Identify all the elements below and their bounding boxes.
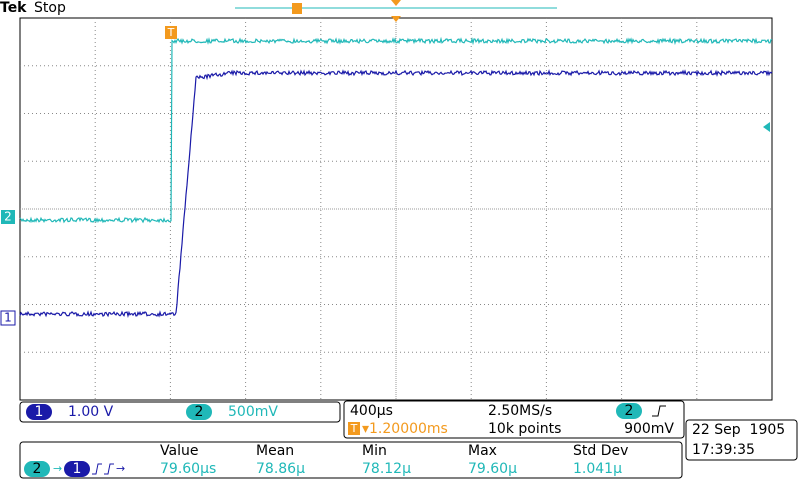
meas-target: 1 bbox=[73, 461, 82, 477]
ch1-trace bbox=[19, 69, 773, 319]
meas-header: Value bbox=[160, 443, 198, 459]
trigger-source-badge bbox=[616, 403, 642, 419]
meas-value: 1.041µ bbox=[573, 461, 622, 477]
trigger-position: ▾1.20000ms bbox=[362, 421, 448, 437]
arrow: → bbox=[116, 462, 125, 475]
meas-value: 78.12µ bbox=[362, 461, 411, 477]
ch1-marker bbox=[0, 310, 16, 326]
record-length: 10k points bbox=[488, 421, 561, 437]
trigger-level: 900mV bbox=[624, 421, 674, 437]
edge-icon bbox=[92, 463, 114, 475]
channel-box bbox=[19, 401, 341, 423]
ch1-badge bbox=[26, 404, 52, 420]
trigger-pos-badge-label: T bbox=[350, 422, 358, 435]
meas-header: Max bbox=[468, 443, 497, 459]
date: 22 Sep 1905 bbox=[692, 422, 785, 438]
trigger-badge bbox=[165, 26, 177, 39]
measurement-box bbox=[19, 441, 683, 479]
meas-value: 78.86µ bbox=[256, 461, 305, 477]
ch2-badge-label: 2 bbox=[195, 404, 204, 420]
meas-target-badge bbox=[64, 461, 90, 477]
time: 17:39:35 bbox=[692, 442, 755, 458]
ch2-marker bbox=[1, 210, 15, 224]
trigger-time-marker bbox=[391, 16, 401, 22]
trigger-source: 2 bbox=[625, 403, 634, 419]
ch2-badge bbox=[186, 404, 212, 420]
measurements: Value 79.60µs Mean 78.86µ Min 78.12µ Max 79.60µ… bbox=[160, 443, 628, 477]
slope-icon bbox=[652, 405, 666, 417]
meas-value: 79.60µs bbox=[160, 461, 216, 477]
brand: Tek bbox=[0, 0, 27, 16]
ch2-marker-label: 2 bbox=[4, 210, 12, 224]
time-scale: 400µs bbox=[350, 403, 393, 419]
traces bbox=[19, 36, 773, 319]
status: Stop bbox=[34, 0, 66, 16]
ch2-scale: 500mV bbox=[228, 404, 278, 420]
view-marker bbox=[391, 0, 401, 6]
sample-rate: 2.50MS/s bbox=[488, 403, 552, 419]
meas-source-badge bbox=[24, 461, 50, 477]
meas-header: Mean bbox=[256, 443, 294, 459]
trigger-pos-marker bbox=[292, 3, 302, 14]
datetime-box bbox=[685, 419, 798, 461]
meas-value: 79.60µ bbox=[468, 461, 517, 477]
trigger-pos-badge bbox=[348, 422, 360, 435]
ch1-badge-label: 1 bbox=[35, 404, 44, 420]
meas-header: Std Dev bbox=[573, 443, 628, 459]
timebase-box bbox=[343, 400, 685, 439]
ch1-scale: 1.00 V bbox=[68, 404, 114, 420]
ch1-marker-label: 1 bbox=[4, 311, 12, 325]
trigger-badge-label: T bbox=[167, 26, 175, 39]
meas-source: 2 bbox=[33, 461, 42, 477]
grid bbox=[20, 18, 772, 400]
ch2-trace bbox=[19, 36, 773, 224]
trigger-level-marker bbox=[763, 122, 770, 132]
arrow: → bbox=[53, 462, 62, 475]
meas-header: Min bbox=[362, 443, 387, 459]
